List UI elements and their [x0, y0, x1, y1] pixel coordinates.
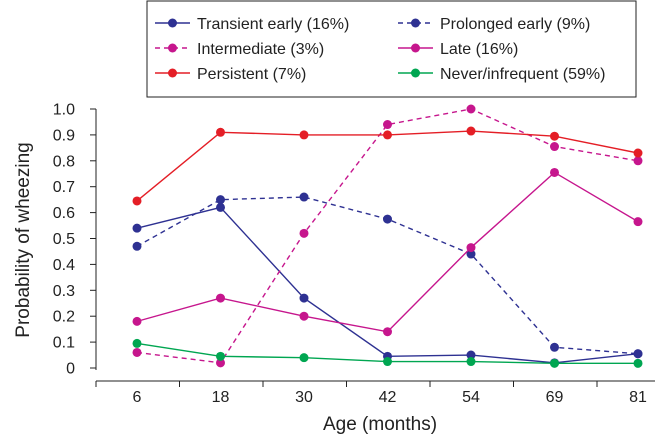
data-point [132, 241, 142, 251]
data-point [466, 249, 476, 259]
data-point [550, 142, 559, 152]
data-point [216, 293, 225, 303]
data-point [216, 127, 225, 137]
data-point [466, 243, 476, 253]
series-line [136, 108, 639, 364]
series-1 [132, 192, 643, 359]
legend-item: Never/infrequent (59%) [398, 66, 605, 83]
series-3 [132, 167, 643, 337]
x-tick-label: 6 [133, 389, 142, 406]
y-tick-label: 0 [66, 361, 75, 378]
data-point [132, 316, 142, 326]
data-point [633, 148, 643, 158]
y-tick-label: 0.9 [53, 127, 75, 144]
legend-item: Prolonged early (9%) [398, 16, 590, 33]
series-4 [132, 126, 643, 206]
y-tick-label: 0.5 [53, 231, 75, 248]
y-tick-label: 0.1 [53, 335, 75, 352]
y-tick-label: 0.3 [53, 283, 75, 300]
data-point [132, 338, 142, 348]
legend-swatch-marker [411, 18, 420, 28]
x-tick-label: 54 [462, 389, 480, 406]
series-line [136, 206, 639, 364]
x-axis-label: Age (months) [323, 414, 437, 435]
legend-swatch-marker [168, 43, 177, 53]
data-point [383, 130, 392, 140]
legend-label: Persistent (7%) [197, 66, 306, 83]
legend-item: Persistent (7%) [155, 66, 306, 83]
legend-swatch-marker [411, 68, 420, 78]
data-point [633, 217, 643, 227]
y-tick-label: 1.0 [53, 102, 75, 119]
data-point [466, 126, 476, 136]
x-tick-label: 69 [546, 389, 564, 406]
data-point [299, 130, 309, 140]
series-line [136, 130, 639, 202]
data-point [216, 358, 225, 368]
legend-swatch-marker [168, 18, 177, 28]
data-point [633, 156, 643, 166]
series-layer [132, 104, 643, 368]
y-tick-label: 0.8 [53, 153, 75, 170]
legend-swatch-marker [168, 68, 177, 78]
data-point [633, 358, 643, 368]
data-point [383, 214, 392, 224]
data-point [299, 353, 309, 363]
series-2 [132, 104, 643, 368]
legend-item: Intermediate (3%) [155, 41, 324, 58]
data-point [216, 351, 225, 361]
data-point [550, 167, 559, 177]
y-tick-label: 0.7 [53, 179, 75, 196]
data-point [383, 120, 392, 130]
data-point [633, 349, 643, 359]
data-point [132, 223, 142, 233]
data-point [299, 228, 309, 238]
legend-label: Prolonged early (9%) [440, 16, 590, 33]
data-point [216, 202, 225, 212]
legend-item: Late (16%) [398, 41, 518, 58]
legend-box [146, 0, 637, 98]
legend-label: Late (16%) [440, 41, 518, 58]
legend-swatch-marker [411, 43, 420, 53]
axes: Age (months) Probability of wheezing 0 0.… [13, 102, 655, 435]
data-point [216, 195, 225, 205]
x-tick-label: 81 [629, 389, 647, 406]
legend-label: Intermediate (3%) [197, 41, 324, 58]
series-0 [132, 202, 643, 368]
data-point [132, 347, 142, 357]
data-point [132, 196, 142, 206]
x-tick-label: 42 [379, 389, 397, 406]
x-tick-label: 18 [212, 389, 230, 406]
legend-item: Transient early (16%) [155, 16, 349, 33]
data-point [466, 350, 476, 360]
y-axis-label: Probability of wheezing [13, 142, 34, 337]
y-tick-label: 0.4 [53, 257, 75, 274]
series-5 [132, 338, 643, 368]
data-point [383, 357, 392, 367]
data-point [550, 342, 559, 352]
data-point [299, 311, 309, 321]
y-tick-label: 0.2 [53, 309, 75, 326]
legend-label: Transient early (16%) [197, 16, 349, 33]
x-tick-label: 30 [295, 389, 313, 406]
legend: Transient early (16%) Prolonged early (9%… [146, 0, 637, 98]
data-point [466, 357, 476, 367]
data-point [383, 327, 392, 337]
data-point [299, 293, 309, 303]
legend-label: Never/infrequent (59%) [440, 66, 605, 83]
data-point [550, 131, 559, 141]
data-point [550, 358, 559, 368]
data-point [299, 192, 309, 202]
data-point [466, 104, 476, 114]
series-line [136, 171, 639, 333]
y-tick-label: 0.6 [53, 205, 75, 222]
